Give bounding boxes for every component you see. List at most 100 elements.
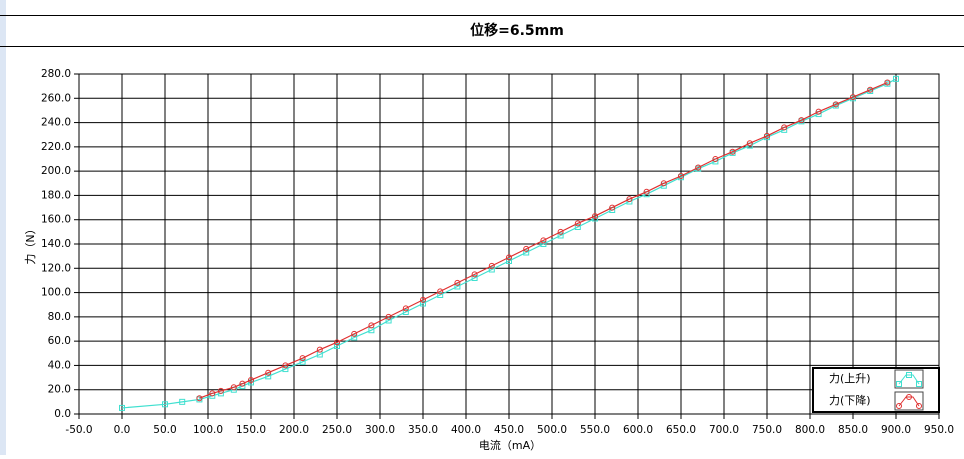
data-point — [230, 384, 237, 391]
x-tick-label: 400.0 — [451, 424, 481, 436]
data-point — [454, 279, 461, 286]
x-tick-label: 50.0 — [153, 424, 176, 436]
x-tick-label: -50.0 — [65, 424, 92, 436]
data-point — [196, 395, 203, 402]
x-tick-label: 750.0 — [752, 424, 782, 436]
y-tick-label: 120.0 — [41, 262, 71, 274]
legend-label: 力(上升) — [829, 372, 871, 385]
y-tick-label: 180.0 — [41, 189, 71, 201]
data-point — [385, 313, 392, 320]
x-tick-label: 350.0 — [408, 424, 438, 436]
y-tick-label: 200.0 — [41, 165, 71, 177]
data-point — [437, 288, 444, 295]
data-point — [402, 305, 409, 312]
data-point — [557, 228, 564, 235]
data-point — [265, 369, 272, 376]
data-point — [488, 262, 495, 269]
data-point — [239, 380, 246, 387]
y-tick-label: 260.0 — [41, 92, 71, 104]
data-point — [179, 398, 186, 405]
data-point — [832, 101, 839, 108]
data-point — [678, 173, 684, 179]
series-line — [199, 81, 888, 399]
x-tick-label: 250.0 — [322, 424, 352, 436]
legend-swatch-box — [894, 391, 924, 411]
data-point — [162, 401, 168, 408]
data-point — [217, 387, 224, 394]
data-point — [506, 258, 512, 264]
data-point — [506, 254, 512, 261]
x-tick-label: 600.0 — [623, 424, 653, 436]
y-tick-label: 220.0 — [41, 141, 71, 153]
data-point — [334, 343, 340, 349]
legend-marker — [916, 381, 922, 387]
data-point — [592, 213, 598, 220]
x-tick-label: 700.0 — [709, 424, 739, 436]
data-point — [781, 124, 788, 131]
data-point — [282, 366, 289, 373]
data-point — [299, 355, 306, 362]
data-point — [540, 241, 547, 247]
legend-marker — [896, 381, 902, 387]
data-point — [764, 132, 770, 139]
x-tick-label: 850.0 — [838, 424, 868, 436]
data-point — [265, 373, 272, 380]
x-tick-label: 300.0 — [365, 424, 395, 436]
x-tick-label: 200.0 — [279, 424, 309, 436]
data-point — [557, 232, 564, 239]
data-point — [248, 377, 254, 383]
data-point — [729, 148, 736, 155]
data-point — [609, 204, 616, 211]
data-point — [299, 358, 306, 365]
legend-marker — [896, 403, 902, 409]
x-tick-label: 450.0 — [494, 424, 524, 436]
y-tick-label: 20.0 — [48, 384, 71, 396]
data-point — [420, 300, 426, 307]
data-point — [523, 245, 530, 252]
x-tick-label: 150.0 — [236, 424, 266, 436]
data-point — [402, 309, 409, 315]
data-point — [282, 362, 289, 369]
x-tick-label: 100.0 — [193, 424, 223, 436]
data-point — [420, 296, 426, 303]
legend-label: 力(下降) — [829, 393, 871, 407]
x-tick-label: 0.0 — [114, 424, 131, 436]
data-point — [712, 156, 719, 162]
y-tick-label: 160.0 — [41, 214, 71, 226]
data-point — [815, 108, 822, 115]
y-tick-label: 100.0 — [41, 287, 71, 299]
data-point — [574, 220, 581, 227]
data-point — [660, 180, 667, 187]
data-point — [850, 94, 856, 101]
data-point — [893, 75, 899, 82]
data-point — [471, 275, 478, 281]
data-point — [488, 266, 495, 273]
y-axis-label: 力（N） — [24, 223, 37, 264]
legend-swatch — [898, 374, 920, 385]
data-point — [798, 117, 805, 124]
y-tick-label: 140.0 — [41, 238, 71, 250]
legend-swatch — [898, 396, 920, 407]
data-point — [695, 164, 702, 171]
legend-marker — [906, 372, 912, 378]
data-point — [385, 317, 392, 324]
data-point — [540, 237, 547, 244]
x-tick-label: 900.0 — [881, 424, 911, 436]
data-point — [209, 390, 216, 397]
y-tick-label: 280.0 — [41, 68, 71, 80]
data-point — [884, 79, 891, 86]
x-tick-label: 950.0 — [924, 424, 954, 436]
y-tick-label: 60.0 — [48, 335, 71, 347]
x-axis-label: 电流（mA） — [479, 438, 541, 452]
data-point — [437, 292, 444, 298]
legend-marker — [906, 394, 912, 400]
chart-title: 位移=6.5mm — [470, 22, 564, 39]
data-point — [454, 283, 461, 290]
x-tick-label: 550.0 — [580, 424, 610, 436]
y-tick-label: 80.0 — [48, 311, 71, 323]
data-point — [626, 196, 633, 203]
y-tick-label: 240.0 — [41, 117, 71, 129]
data-point — [316, 346, 323, 353]
data-point — [119, 404, 125, 411]
